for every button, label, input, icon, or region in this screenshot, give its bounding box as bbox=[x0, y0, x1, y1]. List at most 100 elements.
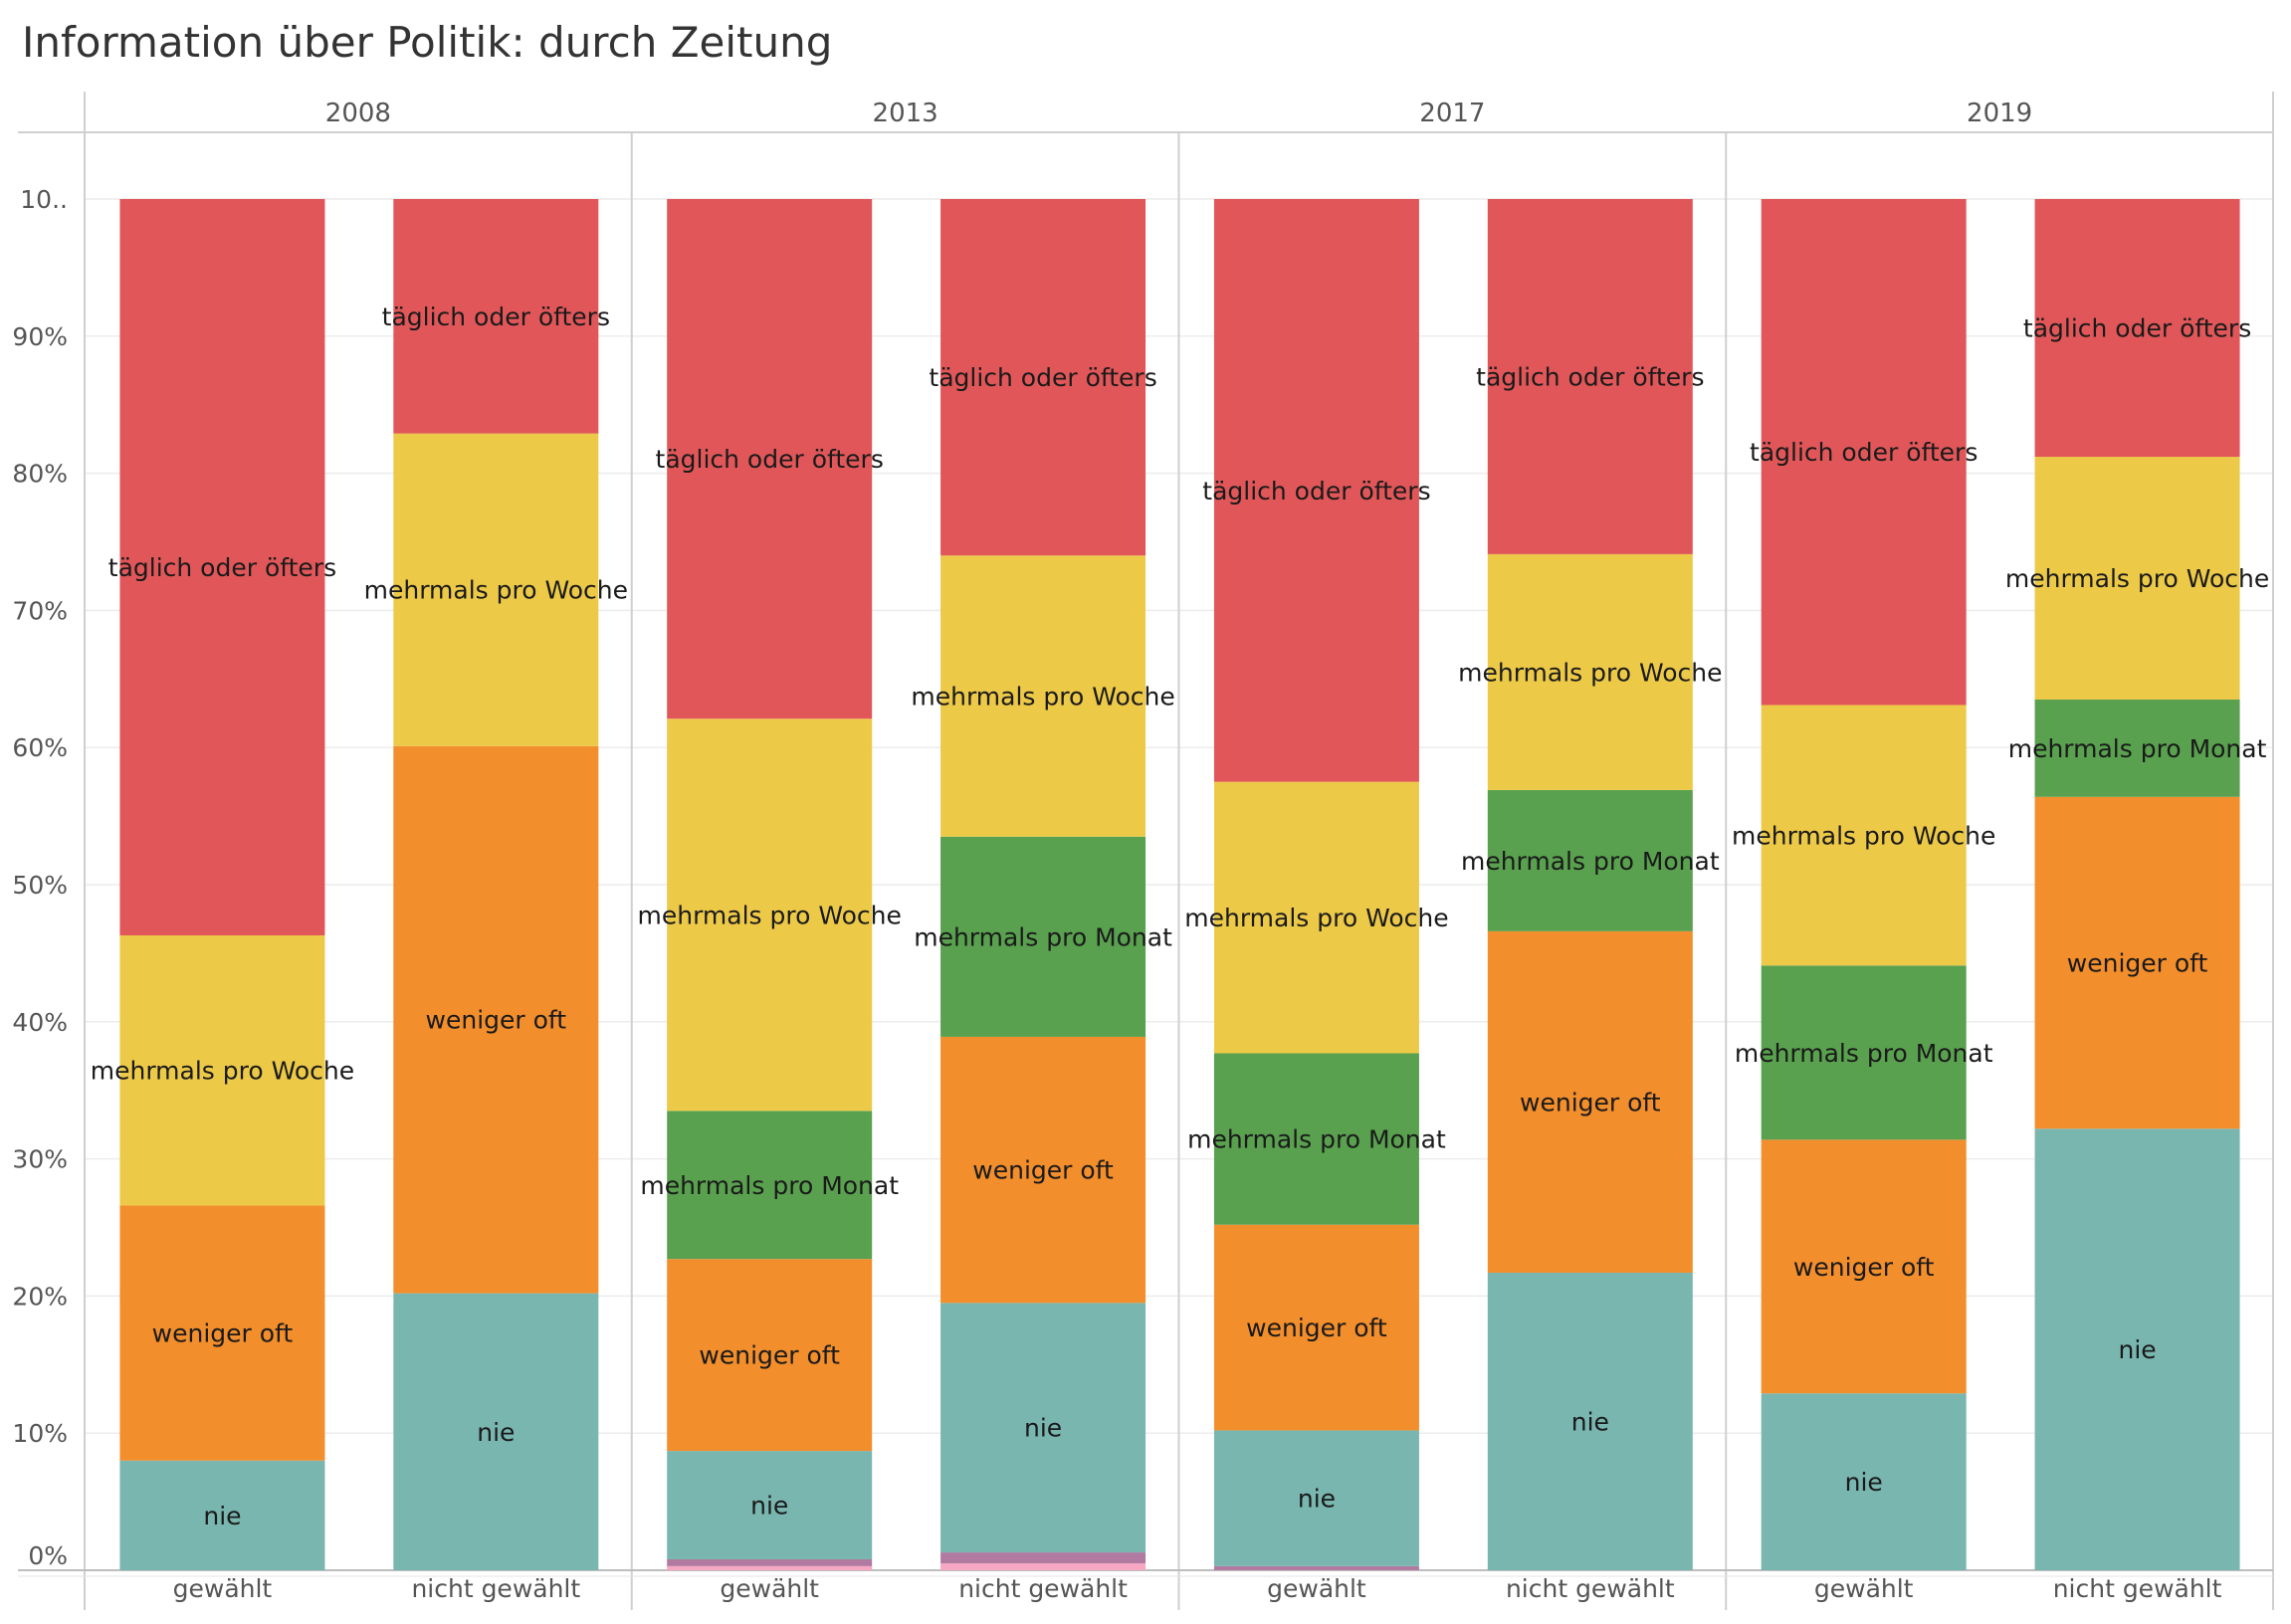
bar-segment-2017-gewählt-täglich-oder-öfters bbox=[1213, 199, 1419, 782]
bar-segment-2017-gewählt-weniger-oft bbox=[1213, 1224, 1419, 1431]
segment-label: mehrmals pro Monat bbox=[640, 1171, 899, 1200]
y-tick-label: 80% bbox=[12, 460, 68, 489]
bar-segment-2017-nicht-gewählt-nie bbox=[1487, 1272, 1693, 1570]
segment-label: mehrmals pro Woche bbox=[2005, 564, 2269, 593]
segment-label: täglich oder öfters bbox=[1476, 362, 1704, 391]
segment-label: weniger oft bbox=[2067, 949, 2208, 978]
segment-label: täglich oder öfters bbox=[1750, 438, 1978, 467]
x-tick-label: gewählt bbox=[1814, 1574, 1914, 1603]
bar-segment-2019-gewählt-mehrmals-pro-Woche bbox=[1761, 705, 1967, 966]
x-tick-label: gewählt bbox=[1267, 1574, 1366, 1603]
segment-label: mehrmals pro Monat bbox=[1735, 1039, 1993, 1068]
segment-label: weniger oft bbox=[1246, 1314, 1387, 1342]
segment-label: weniger oft bbox=[1793, 1253, 1935, 1282]
y-tick-label: 60% bbox=[12, 733, 68, 762]
segment-label: täglich oder öfters bbox=[382, 303, 610, 331]
bar-segment-2008-gewählt-mehrmals-pro-Woche bbox=[119, 934, 325, 1206]
bar-segment-2013-gewählt-täglich-oder-öfters bbox=[667, 199, 873, 719]
segment-label: nie bbox=[1024, 1414, 1062, 1443]
segment-label: nie bbox=[2118, 1335, 2156, 1364]
column-header-2013: 2013 bbox=[873, 99, 938, 128]
bar-segment-2019-nicht-gewählt-nie bbox=[2034, 1128, 2240, 1570]
y-tick-label: 70% bbox=[12, 596, 68, 625]
bar-segment-2017-gewählt-nie bbox=[1213, 1430, 1419, 1566]
bar-segment-2013-gewählt-weniger-oft bbox=[667, 1259, 873, 1452]
segment-label: mehrmals pro Woche bbox=[1732, 821, 1995, 850]
segment-label: nie bbox=[1571, 1407, 1609, 1436]
y-tick-label: 50% bbox=[12, 871, 68, 900]
segment-label: mehrmals pro Woche bbox=[364, 576, 628, 605]
segment-label: mehrmals pro Woche bbox=[1184, 904, 1448, 932]
bar-segment-2019-nicht-gewählt-weniger-oft bbox=[2034, 796, 2240, 1129]
segment-label: mehrmals pro Monat bbox=[2008, 734, 2267, 763]
segment-label: nie bbox=[1298, 1485, 1336, 1514]
x-tick-label: nicht gewählt bbox=[411, 1574, 580, 1603]
bar-segment-2017-gewählt-mehrmals-pro-Monat bbox=[1213, 1053, 1419, 1225]
bar-segment-2017-nicht-gewählt-mehrmals-pro-Woche bbox=[1487, 553, 1693, 790]
segment-labels: nie weniger oft mehrmals pro Woche täglich … bbox=[91, 303, 2270, 1530]
segment-label: weniger oft bbox=[699, 1341, 840, 1370]
segment-label: mehrmals pro Woche bbox=[1458, 658, 1722, 687]
bar-segment-2019-nicht-gewählt-mehrmals-pro-Monat bbox=[2034, 699, 2240, 797]
segment-label: nie bbox=[750, 1492, 788, 1521]
segment-label: täglich oder öfters bbox=[656, 445, 884, 474]
segment-label: mehrmals pro Monat bbox=[914, 922, 1172, 951]
bar-segment-2013-nicht-gewählt-pink bbox=[940, 1563, 1146, 1570]
y-tick-label: 90% bbox=[12, 322, 68, 351]
bar-segment-2019-gewählt-weniger-oft bbox=[1761, 1139, 1967, 1394]
x-tick-label: gewählt bbox=[173, 1574, 273, 1603]
bar-segment-2019-gewählt-täglich-oder-öfters bbox=[1761, 199, 1967, 706]
segment-label: täglich oder öfters bbox=[929, 363, 1156, 392]
bar-segment-2013-nicht-gewählt-nie bbox=[940, 1303, 1146, 1553]
bar-segment-2008-gewählt-nie bbox=[119, 1460, 325, 1570]
y-axis-ticks: 0% 10% 20% 30% 40% 50% 60% 70% 80% 90% 10.. bbox=[12, 185, 68, 1570]
segment-label: mehrmals pro Monat bbox=[1461, 847, 1720, 876]
bar-segment-2019-nicht-gewählt-täglich-oder-öfters bbox=[2034, 199, 2240, 458]
bar-segment-2008-gewählt-weniger-oft bbox=[119, 1205, 325, 1461]
x-tick-label: nicht gewählt bbox=[2053, 1574, 2222, 1603]
bar-segment-2017-gewählt-violet bbox=[1213, 1565, 1419, 1570]
column-header-2008: 2008 bbox=[325, 99, 391, 128]
bars bbox=[119, 199, 2240, 1570]
bar-segment-2013-nicht-gewählt-violet bbox=[940, 1552, 1146, 1564]
bar-segment-2013-nicht-gewählt-mehrmals-pro-Monat bbox=[940, 836, 1146, 1037]
bar-segment-2013-gewählt-nie bbox=[667, 1451, 873, 1559]
bar-segment-2019-nicht-gewählt-mehrmals-pro-Woche bbox=[2034, 457, 2240, 700]
segment-label: nie bbox=[1845, 1468, 1883, 1497]
bar-segment-2013-nicht-gewählt-täglich-oder-öfters bbox=[940, 199, 1146, 556]
bar-segment-2008-nicht-gewählt-mehrmals-pro-Woche bbox=[393, 433, 599, 746]
y-tick-label: 20% bbox=[12, 1282, 68, 1311]
x-tick-label: nicht gewählt bbox=[958, 1574, 1128, 1603]
segment-label: nie bbox=[203, 1502, 241, 1530]
segment-label: weniger oft bbox=[1520, 1088, 1661, 1116]
y-tick-label: 10.. bbox=[20, 185, 68, 214]
column-header-2019: 2019 bbox=[1967, 99, 2032, 128]
bar-segment-2017-nicht-gewählt-mehrmals-pro-Monat bbox=[1487, 789, 1693, 931]
bar-segment-2013-gewählt-mehrmals-pro-Woche bbox=[667, 718, 873, 1112]
segment-label: mehrmals pro Woche bbox=[638, 901, 902, 929]
segment-label: täglich oder öfters bbox=[2023, 314, 2251, 343]
bar-segment-2013-nicht-gewählt-weniger-oft bbox=[940, 1036, 1146, 1304]
y-tick-label: 40% bbox=[12, 1008, 68, 1037]
bar-segment-2008-nicht-gewählt-täglich-oder-öfters bbox=[393, 199, 599, 434]
chart-title: Information über Politik: durch Zeitung bbox=[22, 18, 833, 67]
segment-label: weniger oft bbox=[426, 1006, 567, 1035]
column-headers: 2008 2013 2017 2019 bbox=[325, 99, 2032, 128]
segment-label: mehrmals pro Monat bbox=[1187, 1125, 1446, 1154]
y-tick-label: 0% bbox=[28, 1541, 68, 1570]
bar-segment-2013-gewählt-mehrmals-pro-Monat bbox=[667, 1111, 873, 1260]
x-axis-ticks: gewählt nicht gewählt gewählt nicht gewählt… bbox=[173, 1574, 2222, 1603]
bar-segment-2017-nicht-gewählt-weniger-oft bbox=[1487, 930, 1693, 1273]
x-tick-label: nicht gewählt bbox=[1506, 1574, 1675, 1603]
bar-segment-2008-gewählt-täglich-oder-öfters bbox=[119, 199, 325, 935]
bar-segment-2013-gewählt-violet bbox=[667, 1558, 873, 1566]
segment-label: täglich oder öfters bbox=[108, 553, 336, 582]
bar-segment-2013-gewählt-pink bbox=[667, 1565, 873, 1570]
y-tick-label: 10% bbox=[12, 1419, 68, 1448]
bar-segment-2019-gewählt-mehrmals-pro-Monat bbox=[1761, 965, 1967, 1140]
y-tick-label: 30% bbox=[12, 1145, 68, 1174]
bar-segment-2008-nicht-gewählt-nie bbox=[393, 1293, 599, 1570]
segment-label: nie bbox=[477, 1418, 515, 1447]
segment-label: täglich oder öfters bbox=[1202, 477, 1430, 506]
